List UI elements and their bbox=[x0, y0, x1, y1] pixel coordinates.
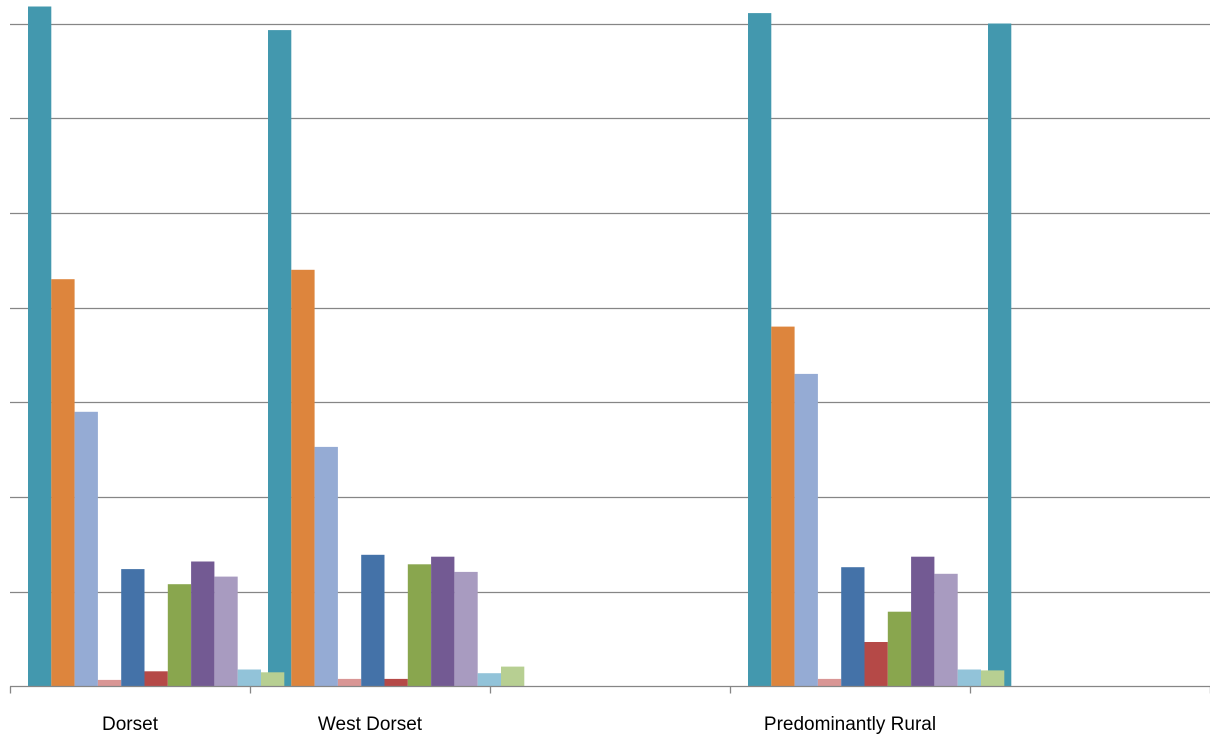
bar bbox=[261, 672, 285, 687]
bar bbox=[771, 326, 795, 687]
bar bbox=[988, 23, 1012, 687]
bar bbox=[407, 564, 432, 687]
bar bbox=[51, 279, 75, 687]
bar bbox=[864, 642, 888, 687]
bar bbox=[981, 670, 1005, 687]
bar bbox=[384, 678, 408, 687]
bar bbox=[887, 611, 912, 687]
gridlines bbox=[10, 23, 1210, 594]
bar bbox=[477, 673, 501, 687]
bar bbox=[911, 556, 935, 687]
bar bbox=[337, 678, 362, 687]
bar bbox=[237, 669, 261, 687]
x-tick-label: Predominantly Rural bbox=[764, 714, 936, 735]
bar bbox=[431, 556, 455, 687]
bar bbox=[97, 679, 122, 687]
bar bbox=[191, 561, 215, 687]
bar bbox=[314, 446, 338, 687]
bar bbox=[841, 567, 865, 687]
x-axis bbox=[9, 685, 1210, 694]
bar bbox=[957, 669, 981, 687]
bar bbox=[934, 573, 958, 687]
bar bbox=[74, 411, 98, 687]
bar bbox=[817, 678, 842, 687]
x-tick-label: West Dorset bbox=[318, 714, 423, 735]
bar bbox=[214, 576, 238, 687]
bar bbox=[167, 584, 192, 687]
bar bbox=[268, 30, 292, 687]
bar bbox=[501, 666, 525, 687]
bar bbox=[454, 571, 478, 687]
bar bbox=[28, 6, 52, 687]
bar bbox=[361, 554, 385, 687]
bar bbox=[144, 671, 168, 687]
bar bbox=[291, 269, 315, 687]
bars bbox=[28, 6, 1012, 687]
x-tick-label: Dorset bbox=[102, 714, 159, 735]
bar bbox=[121, 569, 145, 687]
bar bbox=[794, 373, 818, 687]
category-labels: Dorset West Dorset Predominantly Rural bbox=[102, 714, 936, 735]
bar bbox=[748, 13, 772, 687]
